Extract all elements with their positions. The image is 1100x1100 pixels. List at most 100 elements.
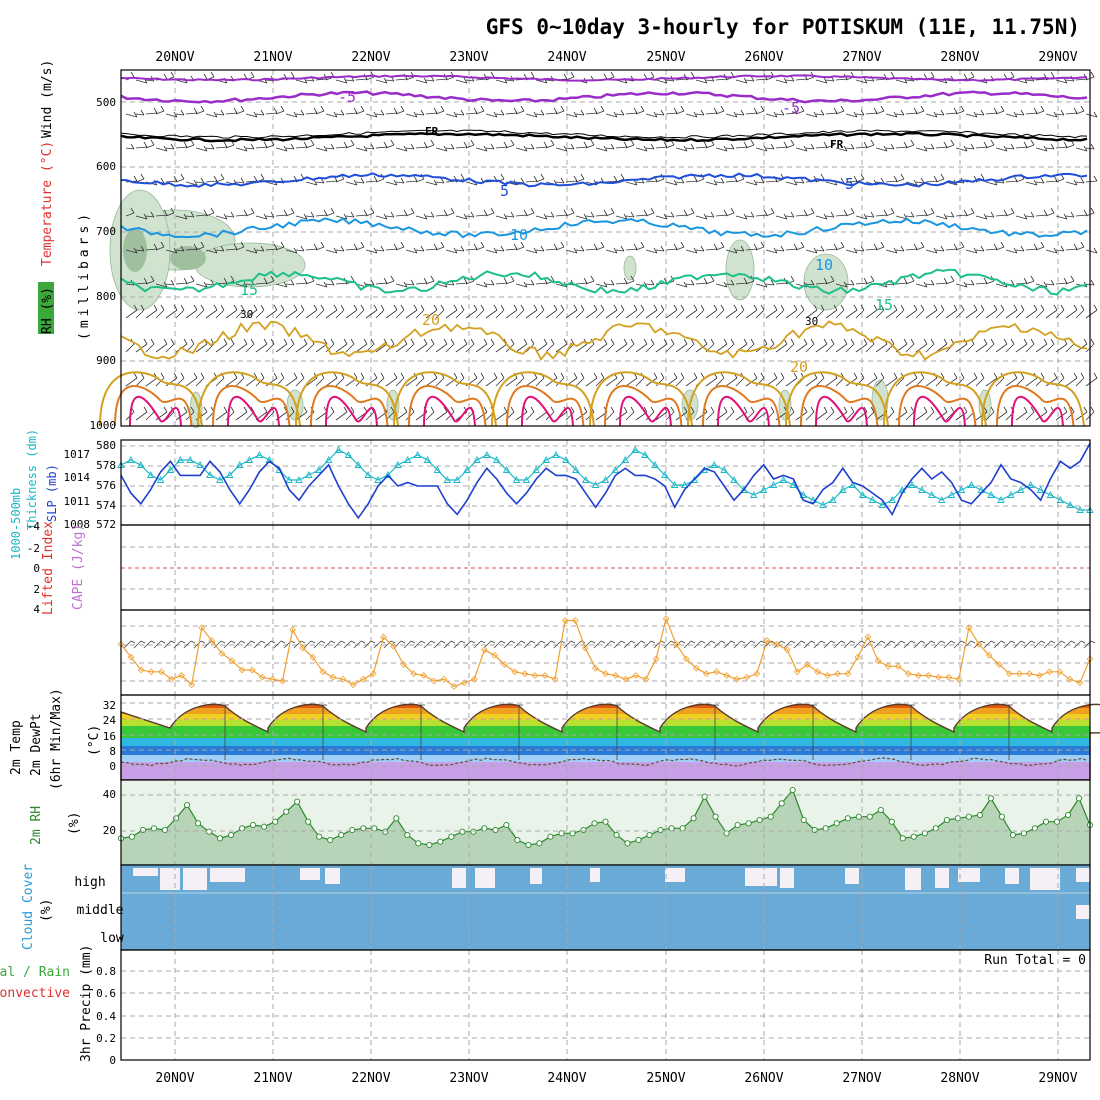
wind10m-barb [940, 640, 946, 644]
rh2m-point [294, 798, 301, 805]
wind-barb [985, 280, 995, 285]
wind10m-speed-point [339, 675, 347, 683]
wind10m-barb [1043, 640, 1052, 649]
wind10m-barb [483, 640, 492, 649]
wind-barb [565, 180, 578, 183]
wind-barb [315, 214, 328, 217]
wind-barb [770, 207, 775, 214]
wind-barb [533, 111, 538, 118]
wind-barb [515, 147, 528, 152]
wind-barb [493, 247, 498, 254]
wind-barb [1005, 249, 1018, 254]
wind-barb [535, 215, 548, 220]
wind-barb [835, 214, 848, 217]
wind10m-speed-point [814, 668, 821, 676]
wind-barb [823, 77, 828, 84]
wind-barb [145, 309, 158, 319]
wind-barb [320, 105, 325, 112]
rh2m-point [877, 806, 884, 814]
wind10m-speed-point [258, 673, 266, 681]
wind-barb [185, 280, 195, 285]
wind-barb [275, 343, 288, 353]
wind-barb [1035, 78, 1048, 81]
wind-barb [973, 372, 978, 379]
wind-barb [143, 141, 148, 148]
wind-barb [340, 304, 345, 311]
wind-barb [900, 304, 905, 311]
wind-barb [1085, 377, 1098, 387]
wind-barb [405, 113, 418, 118]
wind-barbs [125, 71, 1098, 421]
thickness-marker [868, 496, 877, 503]
wind-barb [780, 245, 785, 252]
wind-barb [983, 406, 988, 413]
wind-barb [715, 343, 728, 353]
wind-barb [955, 283, 968, 288]
wind-barb [913, 304, 918, 311]
wind-barb [785, 343, 795, 353]
contour-diurnal [785, 371, 889, 427]
wind-barb [183, 213, 188, 220]
wind-barb [150, 338, 155, 345]
wind-barb [253, 111, 258, 118]
wind-barb [430, 139, 435, 146]
wind10m-speed-point [1076, 679, 1084, 687]
wind-barb [220, 173, 225, 180]
wind-barb [753, 243, 758, 250]
wind-barb [985, 248, 998, 251]
wind-barb [735, 113, 745, 116]
wind-barb [350, 338, 355, 345]
wind-barb [405, 283, 415, 286]
wind-barb [1053, 111, 1058, 118]
thickness-marker [483, 451, 491, 458]
wind-barb [283, 338, 288, 345]
rh2m-point [943, 816, 950, 824]
wind-barb [580, 109, 585, 116]
wind-barb [585, 112, 598, 115]
wind-barb [425, 411, 435, 421]
wind-barb [405, 343, 415, 353]
wind-barb [853, 247, 858, 254]
rh2m-point [668, 825, 675, 832]
wind-barb [1085, 180, 1098, 183]
wind-barb [353, 243, 358, 250]
wind-barb [660, 245, 665, 252]
wind10m-barb [853, 640, 862, 649]
wind-barb [315, 181, 325, 184]
wind10m-barb [370, 640, 376, 644]
wind-barb [835, 309, 845, 319]
wind-barb [285, 113, 298, 118]
precip-grid [121, 950, 1090, 1060]
wind-barb [830, 338, 835, 345]
wind-barb [295, 79, 308, 84]
wind-barb [870, 275, 875, 282]
wind-barb [520, 372, 525, 379]
wind-barb [413, 247, 418, 254]
wind-barb [615, 215, 628, 220]
wind-barb [875, 246, 885, 251]
wind-barb [613, 175, 618, 182]
wind-barb [800, 304, 805, 311]
wind10m-speed-point [1015, 670, 1023, 678]
wind10m-speed-point [299, 644, 307, 652]
wind10m-barb [800, 640, 806, 644]
thickness-tick: 580 [96, 439, 116, 452]
wind-barb [935, 249, 945, 252]
wind-barb [130, 71, 135, 78]
wind10m-speed-point [400, 661, 407, 668]
wind10m-barb [950, 640, 956, 644]
wind-barb [213, 111, 218, 118]
wind-barb [985, 112, 998, 115]
wind-barb [730, 143, 735, 150]
cloud-gap [325, 868, 340, 884]
wind-barb [450, 207, 455, 214]
wind-barb [823, 406, 828, 413]
wind-barb [680, 304, 685, 311]
wind-barb [490, 207, 495, 214]
rh2m-point [404, 831, 411, 839]
wind-barb [640, 241, 645, 248]
wind-barb [1080, 177, 1085, 184]
wind10m-barb [133, 640, 142, 649]
wind-barb [125, 147, 135, 150]
contour-diurnal [800, 385, 879, 427]
